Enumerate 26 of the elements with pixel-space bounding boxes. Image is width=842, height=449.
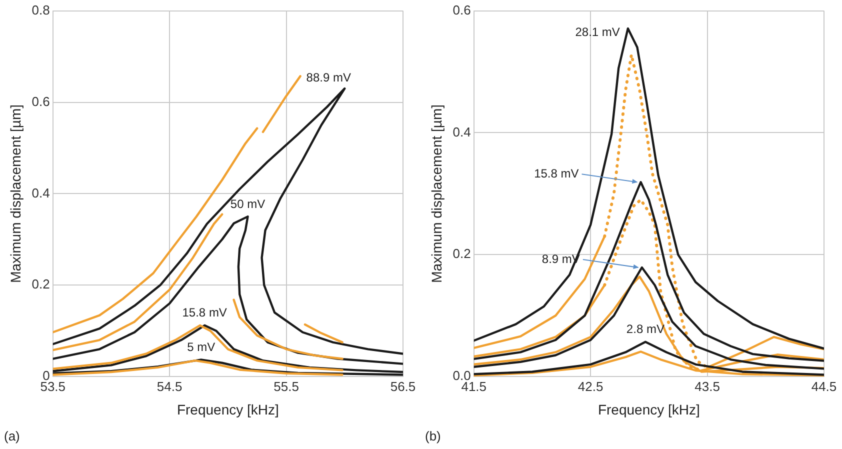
annotation: 5 mV: [187, 340, 216, 354]
annotation: 28.1 mV: [575, 24, 620, 39]
x-axis-title: Frequency [kHz]: [176, 401, 279, 418]
y-tick-label: 0.4: [32, 185, 50, 200]
x-tick-label: 56.5: [390, 378, 416, 394]
y-tick-label: 0.6: [452, 2, 471, 18]
annotation: 50 mV: [230, 196, 266, 211]
y-tick-label: 0.8: [32, 2, 50, 18]
x-tick-label: 42.5: [578, 378, 604, 394]
x-axis-title: Frequency [kHz]: [598, 401, 700, 418]
annotation: 2.8 mV: [626, 322, 664, 336]
text: (a): [4, 428, 20, 444]
annotation: 88.9 mV: [306, 70, 351, 84]
x-tick-label: 43.5: [694, 378, 720, 394]
y-tick-label: 0.4: [452, 124, 471, 140]
x-tick-label: 44.5: [811, 378, 837, 394]
y-tick-label: 0.2: [452, 246, 471, 262]
y-tick-label: 0.6: [32, 94, 50, 109]
y-axis-title: Maximum displacement [µm]: [428, 104, 444, 283]
x-tick-label: 54.5: [156, 378, 182, 394]
x-tick-label: 55.5: [274, 378, 299, 394]
y-tick-label: 0.2: [32, 276, 50, 292]
annotation: 15.8 mV: [534, 166, 579, 180]
y-axis-title: Maximum displacement [µm]: [7, 104, 24, 283]
annotation: 15.8 mV: [182, 306, 227, 320]
text: (b): [425, 428, 441, 444]
